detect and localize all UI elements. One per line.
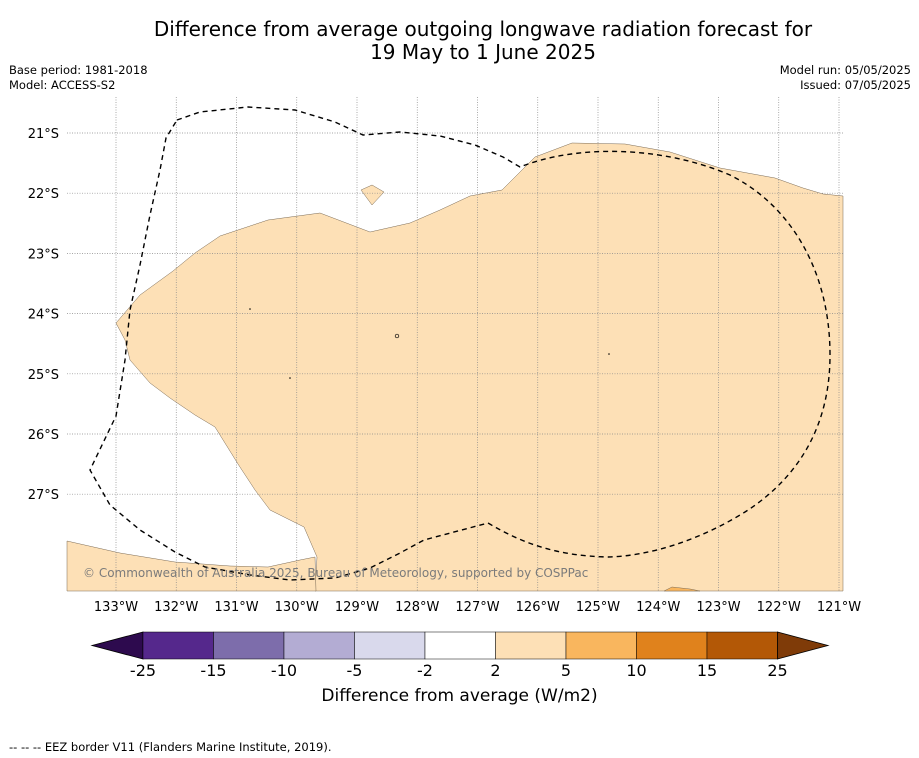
longitude-tick-label: 121°W [817, 600, 861, 615]
island-mark [289, 377, 291, 379]
colorbar-tick-label: -2 [417, 661, 433, 680]
longitude-tick-label: 130°W [275, 600, 319, 615]
colorbar-label: Difference from average (W/m2) [321, 686, 598, 706]
anomaly-patch-bottom-left [66, 540, 317, 592]
colorbar: -25 -15 -10 -5 -2 2 5 10 15 25 [90, 631, 830, 680]
anomaly-patch-5-to-10 [663, 586, 701, 592]
longitude-tick-label: 133°W [94, 600, 138, 615]
latitude-tick-label: 22°S [28, 187, 59, 202]
longitude-tick-label: 132°W [154, 600, 198, 615]
colorbar-segment [354, 631, 426, 660]
colorbar-tick-label: 15 [697, 661, 717, 680]
chart-title: Difference from average outgoing longwav… [0, 18, 919, 64]
colorbar-tick-label: 25 [767, 661, 787, 680]
longitude-tick-label: 129°W [335, 600, 379, 615]
anomaly-patch-small [360, 184, 385, 206]
colorbar-segment [495, 631, 567, 660]
anomaly-region-2-to-5 [115, 142, 844, 592]
colorbar-tick-label: 5 [561, 661, 571, 680]
title-line-2: 19 May to 1 June 2025 [370, 40, 596, 64]
colorbar-segment [565, 631, 637, 660]
eez-legend-note: -- -- -- EEZ border V11 (Flanders Marine… [9, 740, 332, 754]
longitude-tick-label: 122°W [757, 600, 801, 615]
latitude-tick-label: 25°S [28, 368, 59, 383]
issued-date: Issued: 07/05/2025 [800, 78, 911, 92]
colorbar-tick-label: 2 [490, 661, 500, 680]
colorbar-tick-label: -15 [200, 661, 226, 680]
longitude-tick-label: 131°W [214, 600, 258, 615]
longitude-tick-label: 125°W [576, 600, 620, 615]
longitude-tick-label: 127°W [455, 600, 499, 615]
colorbar-tick-label: -5 [347, 661, 363, 680]
latitude-tick-label: 24°S [28, 308, 59, 323]
base-period: Base period: 1981-2018 [9, 63, 148, 77]
colorbar-tick-label: -25 [130, 661, 156, 680]
colorbar-extend-high [777, 631, 830, 660]
colorbar-segment [213, 631, 285, 660]
island-mark [249, 308, 251, 310]
longitude-tick-label: 128°W [395, 600, 439, 615]
latitude-tick-label: 26°S [28, 428, 59, 443]
eez-border [89, 106, 831, 581]
island-mark [394, 333, 400, 339]
latitude-tick-label: 21°S [28, 127, 59, 142]
colorbar-segment [424, 631, 496, 660]
meta-left: Base period: 1981-2018 Model: ACCESS-S2 [9, 63, 148, 93]
island-mark [608, 353, 610, 355]
model-name: Model: ACCESS-S2 [9, 78, 116, 92]
colorbar-tick-label: 10 [626, 661, 646, 680]
copyright-text: © Commonwealth of Australia 2025, Bureau… [83, 566, 588, 580]
longitude-tick-label: 124°W [636, 600, 680, 615]
meta-right: Model run: 05/05/2025 Issued: 07/05/2025 [780, 63, 911, 93]
colorbar-segment [706, 631, 778, 660]
latitude-tick-label: 23°S [28, 247, 59, 262]
colorbar-segment [283, 631, 355, 660]
gridlines [67, 97, 843, 591]
colorbar-segment [142, 631, 214, 660]
longitude-tick-label: 126°W [516, 600, 560, 615]
title-line-1: Difference from average outgoing longwav… [153, 17, 813, 41]
latitude-labels: 21°S 22°S 23°S 24°S 25°S 26°S 27°S [28, 127, 59, 503]
longitude-labels: 133°W 132°W 131°W 130°W 129°W 128°W 127°W 126°W… [94, 600, 861, 615]
model-run: Model run: 05/05/2025 [779, 63, 911, 77]
latitude-tick-label: 27°S [28, 488, 59, 503]
longitude-tick-label: 123°W [696, 600, 740, 615]
colorbar-segment [636, 631, 708, 660]
colorbar-extend-low [90, 631, 144, 660]
colorbar-tick-label: -10 [271, 661, 297, 680]
